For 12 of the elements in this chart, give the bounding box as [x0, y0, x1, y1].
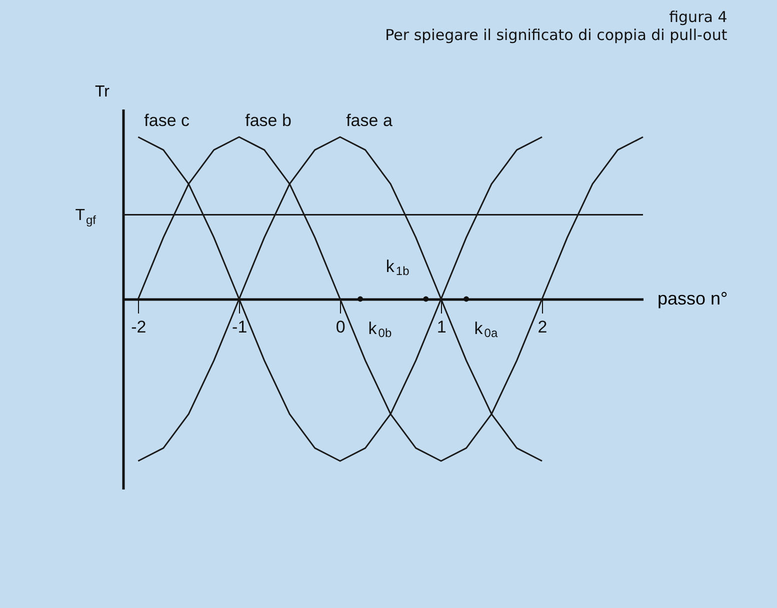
- x-axis-title: passo n°: [658, 288, 728, 308]
- x-tick-label: 1: [436, 318, 446, 336]
- y-axis-title: Tr: [94, 84, 110, 100]
- x-tick-label: -1: [232, 318, 248, 336]
- text: figura 4: [669, 8, 728, 26]
- x-tick-label: -2: [131, 318, 146, 336]
- series-label: fase c: [144, 111, 190, 130]
- x-tick-label: 2: [538, 318, 548, 336]
- series-label: fase a: [346, 111, 393, 130]
- chart-subtitle: Per spiegare il significato di coppia di pull-out: [385, 26, 728, 44]
- x-tick-label: 0: [336, 318, 346, 336]
- series-label: fase b: [245, 111, 292, 130]
